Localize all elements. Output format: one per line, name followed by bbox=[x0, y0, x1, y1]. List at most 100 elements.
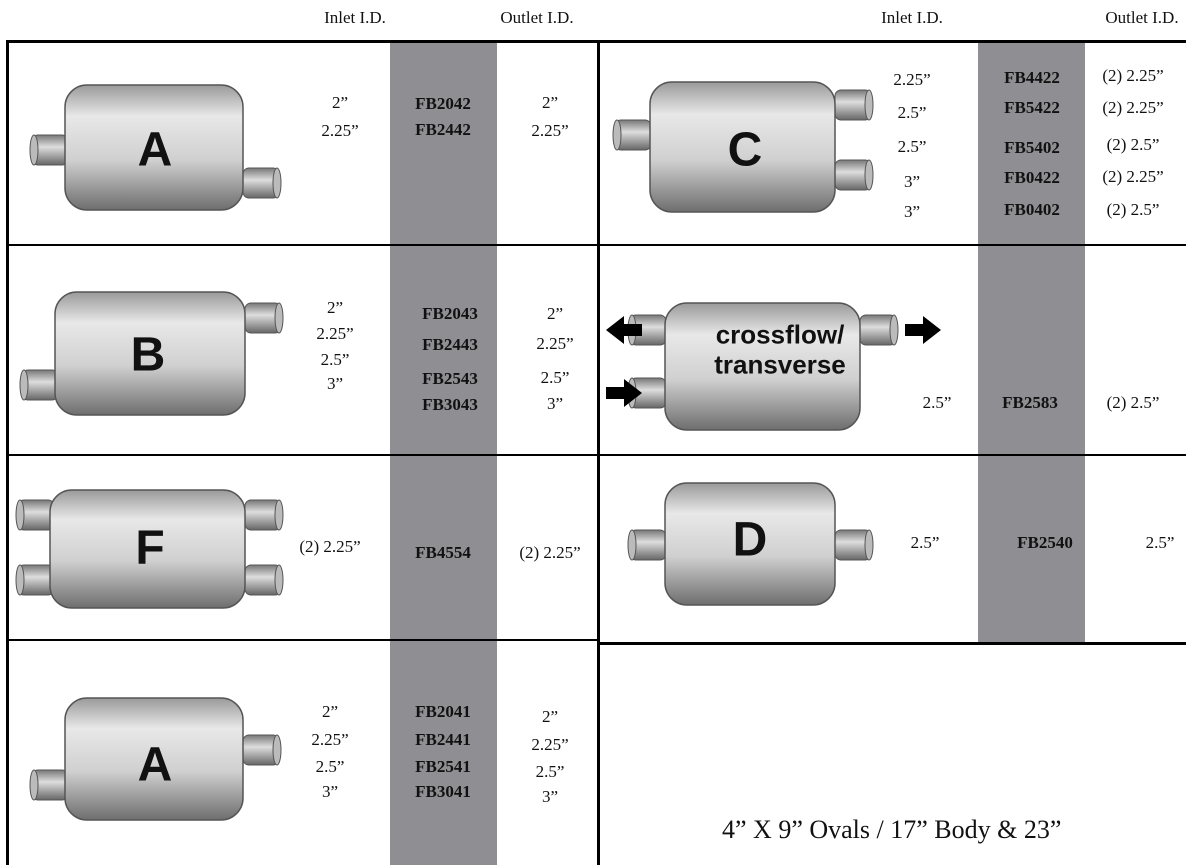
inlet-size: 3” bbox=[326, 374, 344, 393]
pipe-end bbox=[29, 769, 39, 801]
part-number: FB2442 bbox=[415, 120, 471, 139]
outlet-size: (2) 2.25” bbox=[1102, 98, 1164, 117]
pipe-end bbox=[612, 119, 622, 151]
muffler-label: A bbox=[137, 123, 173, 177]
column-header: Outlet I.D. bbox=[500, 8, 574, 27]
muffler-body bbox=[664, 302, 861, 431]
muffler-label: transverse bbox=[714, 349, 846, 380]
row-divider bbox=[6, 454, 600, 456]
pipe-end bbox=[272, 167, 282, 199]
muffler-body bbox=[54, 291, 246, 416]
muffler-body bbox=[49, 489, 246, 609]
inlet-size: 2” bbox=[321, 702, 339, 721]
outlet-size: 2.5” bbox=[535, 762, 565, 781]
part-column bbox=[978, 40, 1085, 643]
outlet-size: 3” bbox=[541, 787, 559, 806]
row-divider bbox=[6, 244, 600, 246]
pipe-end bbox=[889, 314, 899, 346]
inlet-size: 3” bbox=[321, 782, 339, 801]
pipe-end bbox=[864, 159, 874, 191]
pipe-end bbox=[19, 369, 29, 401]
part-number: FB4422 bbox=[1004, 68, 1060, 87]
inlet-size: 3” bbox=[903, 172, 921, 191]
column-header: Inlet I.D. bbox=[881, 8, 943, 27]
part-number: FB2543 bbox=[422, 369, 478, 388]
row-divider bbox=[597, 244, 1186, 246]
muffler-body bbox=[64, 697, 244, 821]
part-number: FB3043 bbox=[422, 395, 478, 414]
inlet-size: 2” bbox=[331, 93, 349, 112]
flow-arrow bbox=[606, 379, 642, 407]
inlet-size: 2.5” bbox=[922, 393, 952, 412]
muffler-label: D bbox=[732, 513, 768, 567]
outlet-size: (2) 2.5” bbox=[1106, 135, 1160, 154]
inlet-size: 2.5” bbox=[897, 137, 927, 156]
outlet-size: 2” bbox=[541, 93, 559, 112]
part-number: FB2540 bbox=[1017, 533, 1073, 552]
muffler-body bbox=[649, 81, 836, 213]
inlet-size: 2.25” bbox=[311, 730, 349, 749]
part-number: FB2041 bbox=[415, 702, 471, 721]
muffler-body bbox=[664, 482, 836, 606]
right-panel bbox=[597, 40, 1186, 645]
pipe-end bbox=[864, 529, 874, 561]
outlet-size: 2.5” bbox=[1145, 533, 1175, 552]
column-header: Outlet I.D. bbox=[1105, 8, 1179, 27]
part-number: FB2583 bbox=[1002, 393, 1058, 412]
part-column bbox=[390, 40, 497, 865]
inlet-size: 2.5” bbox=[910, 533, 940, 552]
pipe-end bbox=[272, 734, 282, 766]
inlet-size: 2.5” bbox=[897, 103, 927, 122]
muffler-label: B bbox=[130, 328, 166, 382]
row-divider bbox=[6, 639, 600, 641]
outlet-size: 3” bbox=[546, 394, 564, 413]
muffler-label: crossflow/ bbox=[715, 319, 845, 350]
inlet-size: 2.5” bbox=[315, 757, 345, 776]
part-number: FB4554 bbox=[415, 543, 471, 562]
outlet-size: (2) 2.5” bbox=[1106, 200, 1160, 219]
flow-arrow bbox=[606, 316, 642, 344]
inlet-size: 2.25” bbox=[316, 324, 354, 343]
inlet-size: 3” bbox=[903, 202, 921, 221]
outlet-size: 2.5” bbox=[540, 368, 570, 387]
inlet-size: 2.25” bbox=[321, 121, 359, 140]
muffler-label: A bbox=[137, 738, 173, 792]
pipe-end bbox=[15, 499, 25, 531]
outlet-size: (2) 2.25” bbox=[519, 543, 581, 562]
outlet-size: (2) 2.25” bbox=[1102, 167, 1164, 186]
pipe-end bbox=[274, 564, 284, 596]
part-number: FB2443 bbox=[422, 335, 478, 354]
outlet-size: (2) 2.25” bbox=[1102, 66, 1164, 85]
part-number: FB3041 bbox=[415, 782, 471, 801]
inlet-size: 2.5” bbox=[320, 350, 350, 369]
inlet-size: 2.25” bbox=[893, 70, 931, 89]
pipe-end bbox=[274, 302, 284, 334]
pipe-end bbox=[274, 499, 284, 531]
flow-arrow bbox=[905, 316, 941, 344]
row-divider bbox=[597, 454, 1186, 456]
part-number: FB0422 bbox=[1004, 168, 1060, 187]
outlet-size: 2.25” bbox=[536, 334, 574, 353]
muffler-label: F bbox=[135, 521, 165, 575]
part-number: FB0402 bbox=[1004, 200, 1060, 219]
part-number: FB2541 bbox=[415, 757, 471, 776]
outlet-size: (2) 2.5” bbox=[1106, 393, 1160, 412]
muffler-label: C bbox=[727, 123, 763, 177]
muffler-body bbox=[64, 84, 244, 211]
inlet-size: (2) 2.25” bbox=[299, 537, 361, 556]
outlet-size: 2.25” bbox=[531, 121, 569, 140]
part-number: FB2043 bbox=[422, 304, 478, 323]
footer-caption: 4” X 9” Ovals / 17” Body & 23” bbox=[722, 815, 1062, 844]
pipe-end bbox=[627, 529, 637, 561]
outlet-size: 2” bbox=[546, 304, 564, 323]
part-number: FB2042 bbox=[415, 94, 471, 113]
column-header: Inlet I.D. bbox=[324, 8, 386, 27]
inlet-size: 2” bbox=[326, 298, 344, 317]
pipe-end bbox=[864, 89, 874, 121]
pipe-end bbox=[29, 134, 39, 166]
outlet-size: 2.25” bbox=[531, 735, 569, 754]
outlet-size: 2” bbox=[541, 707, 559, 726]
part-number: FB5402 bbox=[1004, 138, 1060, 157]
